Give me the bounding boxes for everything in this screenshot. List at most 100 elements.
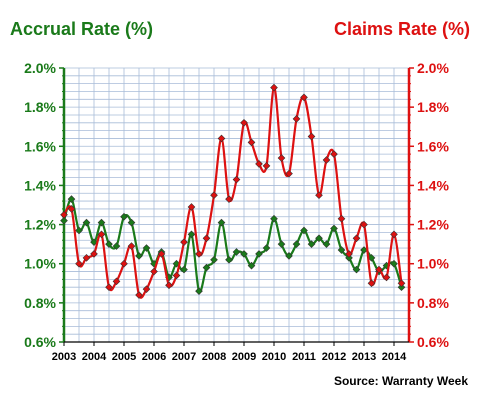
- claims-rate-point: [210, 191, 218, 200]
- right-tick-label: 2.0%: [417, 60, 449, 76]
- accrual-rate-point: [225, 255, 233, 264]
- accrual-rate-point: [255, 250, 263, 258]
- accrual-rate-point: [300, 226, 308, 235]
- accrual-rate-point: [337, 246, 346, 254]
- accrual-rate-point: [322, 240, 331, 248]
- accrual-rate-point: [217, 218, 226, 227]
- right-tick-label: 1.8%: [417, 99, 449, 115]
- claims-rate-point: [360, 220, 368, 229]
- accrual-rate-point: [112, 242, 121, 250]
- accrual-rate-point: [135, 252, 143, 260]
- left-tick-label: 0.6%: [24, 334, 56, 350]
- axis-layer: [59, 67, 414, 346]
- tick-label-layer: 0.6% 0.6% 0.8% 0.8% 1.0% 1.0% 1.2% 1.2% 1.4% 1.4%…: [24, 60, 449, 363]
- accrual-rate-point: [232, 248, 241, 256]
- left-tick-label: 1.0%: [24, 256, 56, 272]
- claims-rate-point: [337, 214, 346, 223]
- grid-layer: [63, 67, 410, 343]
- accrual-rate-point: [292, 240, 301, 248]
- right-tick-label: 1.2%: [417, 217, 449, 233]
- accrual-rate-point: [142, 244, 151, 252]
- left-tick-label: 1.6%: [24, 138, 56, 154]
- claims-rate-point: [382, 273, 391, 282]
- accrual-rate-point: [330, 224, 338, 233]
- accrual-rate-point: [240, 250, 248, 258]
- claims-rate-line: [63, 86, 403, 299]
- x-tick-label: 2006: [142, 351, 166, 363]
- accrual-rate-point: [367, 254, 376, 262]
- accrual-rate-point: [352, 265, 361, 274]
- x-tick-label: 2004: [82, 351, 107, 363]
- x-tick-label: 2012: [322, 351, 346, 363]
- accrual-rate-point: [180, 265, 188, 274]
- accrual-rate-point: [105, 240, 113, 248]
- claims-rate-point: [247, 138, 256, 147]
- accrual-rate-point: [315, 234, 323, 243]
- accrual-rate-point: [97, 218, 106, 227]
- right-tick-label: 0.6%: [417, 334, 449, 350]
- accrual-rate-point: [202, 263, 211, 272]
- right-tick-label: 1.6%: [417, 138, 449, 154]
- accrual-rate-point: [75, 226, 83, 235]
- x-tick-label: 2014: [382, 351, 407, 363]
- claims-rate-point: [105, 283, 113, 292]
- claims-rate-point: [67, 205, 76, 213]
- claims-rate-point: [127, 242, 136, 250]
- claims-rate-point: [367, 279, 376, 288]
- accrual-rate-point: [187, 230, 196, 239]
- left-tick-label: 2.0%: [24, 60, 56, 76]
- accrual-rate-point: [262, 244, 271, 252]
- claims-rate-point: [150, 267, 158, 276]
- x-tick-label: 2007: [172, 351, 196, 363]
- left-tick-label: 0.8%: [24, 295, 56, 311]
- claims-rate-point: [240, 118, 248, 127]
- x-tick-label: 2013: [352, 351, 376, 363]
- claims-rate-point: [172, 271, 181, 280]
- claims-rate-point: [375, 265, 383, 274]
- claims-rate-point: [232, 175, 241, 184]
- claims-rate-point: [82, 254, 91, 262]
- claims-rate-point: [352, 234, 361, 243]
- right-tick-label: 1.0%: [417, 256, 449, 272]
- accrual-rate-point: [285, 252, 293, 260]
- claims-rate-point: [180, 238, 188, 247]
- right-axis-title: Claims Rate (%): [333, 19, 470, 39]
- source-note: Source: Warranty Week: [333, 374, 468, 388]
- left-tick-label: 1.8%: [24, 99, 56, 115]
- x-tick-label: 2005: [112, 351, 136, 363]
- accrual-rate-point: [390, 259, 398, 268]
- claims-rate-point: [397, 279, 406, 288]
- claims-rate-point: [270, 83, 278, 92]
- accrual-rate-point: [60, 216, 68, 225]
- left-axis-title: Accrual Rate (%): [10, 19, 154, 39]
- accrual-rate-point: [345, 254, 353, 262]
- accrual-rate-line: [62, 198, 403, 294]
- claims-rate-point: [300, 93, 308, 102]
- accrual-rate-point: [247, 261, 256, 270]
- plot-area: [64, 68, 409, 342]
- accrual-rate-point: [397, 283, 406, 292]
- accrual-rate-point: [270, 214, 278, 223]
- claims-rate-point: [75, 259, 83, 268]
- claims-rate-point: [330, 150, 338, 158]
- claims-rate-point: [157, 250, 166, 258]
- claims-rate-point: [292, 115, 301, 123]
- claims-rate-point: [315, 191, 323, 200]
- accrual-rate-point: [127, 218, 136, 227]
- left-tick-label: 1.4%: [24, 177, 56, 193]
- series-layer: [60, 83, 406, 299]
- x-tick-label: 2009: [232, 351, 256, 363]
- claims-rate-series: [60, 83, 406, 299]
- claims-rate-point: [142, 285, 151, 293]
- accrual-rate-point: [307, 240, 316, 248]
- accrual-rate-point: [67, 195, 76, 203]
- x-tick-label: 2003: [52, 351, 76, 363]
- accrual-rate-point: [277, 240, 286, 248]
- accrual-rate-point: [120, 212, 128, 221]
- accrual-rate-point: [82, 218, 91, 227]
- claims-rate-point: [112, 277, 121, 286]
- left-tick-label: 1.2%: [24, 217, 56, 233]
- claims-rate-point: [307, 132, 316, 141]
- claims-rate-point: [277, 154, 286, 162]
